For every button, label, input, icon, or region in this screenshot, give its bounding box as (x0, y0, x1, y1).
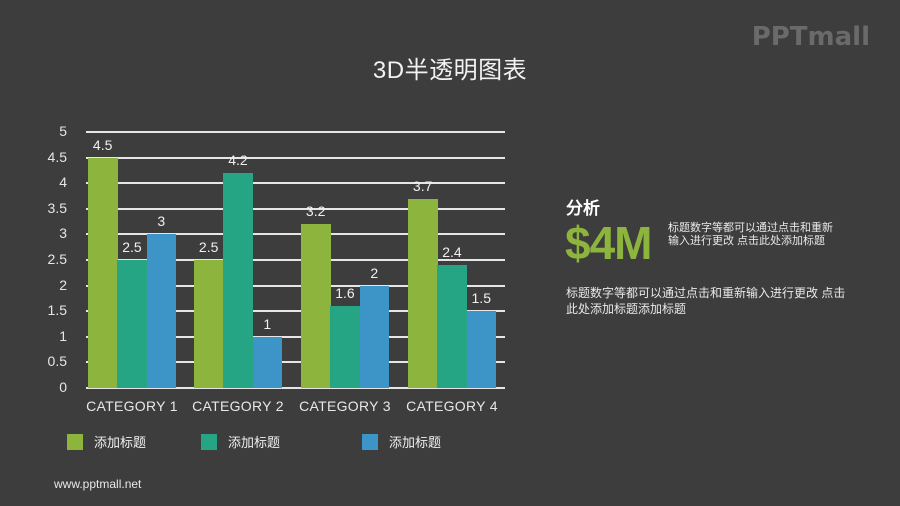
bar (330, 306, 361, 388)
bar (252, 336, 283, 388)
legend-swatch (67, 433, 83, 450)
y-tick-label: 0 (59, 379, 67, 395)
gridline (86, 131, 505, 133)
bar (437, 265, 468, 388)
legend-swatch (201, 433, 217, 450)
gridline (86, 310, 505, 313)
y-tick-label: 4 (59, 174, 67, 191)
bar (223, 172, 254, 388)
y-tick-label: 2.5 (47, 251, 67, 267)
gridline (86, 335, 505, 338)
y-tick-label: 3.5 (47, 199, 67, 216)
analysis-title: 分析 (566, 199, 600, 218)
bar (88, 157, 118, 388)
data-label: 2.4 (442, 244, 462, 261)
y-tick-label: 2 (59, 276, 67, 293)
gridline (86, 259, 505, 261)
data-label: 1 (263, 315, 272, 332)
y-tick-label: 0.5 (47, 353, 67, 370)
data-label: 3.2 (305, 203, 326, 220)
legend-swatch (362, 433, 378, 450)
gridline (86, 233, 505, 236)
bar (117, 260, 148, 388)
page-title: 3D半透明图表 (372, 57, 528, 84)
footer-url: www.pptmall.net (54, 477, 142, 491)
y-tick-label: 1 (59, 327, 67, 344)
legend-label: 添加标题 (228, 435, 281, 450)
gridline (86, 156, 505, 159)
gridline (86, 284, 505, 287)
data-label: 1.5 (471, 290, 491, 307)
analysis-paragraph: 标题数字等都可以通过点击和重新输入进行更改 点击此处添加标题添加标题 (566, 286, 846, 316)
legend-item: 添加标题 (67, 432, 146, 451)
legend-label: 添加标题 (94, 435, 147, 450)
data-label: 2 (370, 264, 379, 281)
x-category-label: CATEGORY 1 (86, 398, 178, 414)
data-label: 2.5 (198, 239, 219, 255)
x-category-label: CATEGORY 4 (406, 398, 498, 414)
gridline (86, 207, 505, 210)
y-tick-label: 5 (59, 123, 67, 139)
gridline (86, 182, 505, 185)
gridline (86, 361, 505, 364)
y-tick-label: 1.5 (47, 302, 67, 319)
bar (194, 260, 224, 388)
bar (408, 198, 438, 388)
legend-label: 添加标题 (389, 435, 442, 450)
bar (466, 311, 497, 388)
highlight-description: 标题数字等都可以通过点击和重新输入进行更改 点击此处添加标题 (668, 222, 833, 247)
x-category-label: CATEGORY 3 (299, 398, 391, 414)
data-label: 1.6 (335, 285, 355, 302)
bar (301, 224, 331, 388)
y-tick-label: 3 (59, 225, 67, 242)
y-tick-label: 4.5 (47, 148, 67, 165)
data-label: 2.5 (122, 239, 142, 255)
gridline (86, 387, 505, 389)
legend-item: 添加标题 (201, 432, 280, 451)
highlight-value: $4M (565, 217, 652, 269)
legend-item: 添加标题 (362, 432, 441, 451)
data-label: 4.5 (92, 136, 113, 153)
data-label: 3 (157, 213, 166, 230)
x-category-label: CATEGORY 2 (192, 398, 284, 414)
data-label: 4.2 (228, 151, 248, 168)
pptmall-logo: PPTmall (751, 22, 870, 52)
data-label: 3.7 (412, 177, 433, 194)
bar (359, 285, 390, 388)
bar (146, 234, 177, 388)
